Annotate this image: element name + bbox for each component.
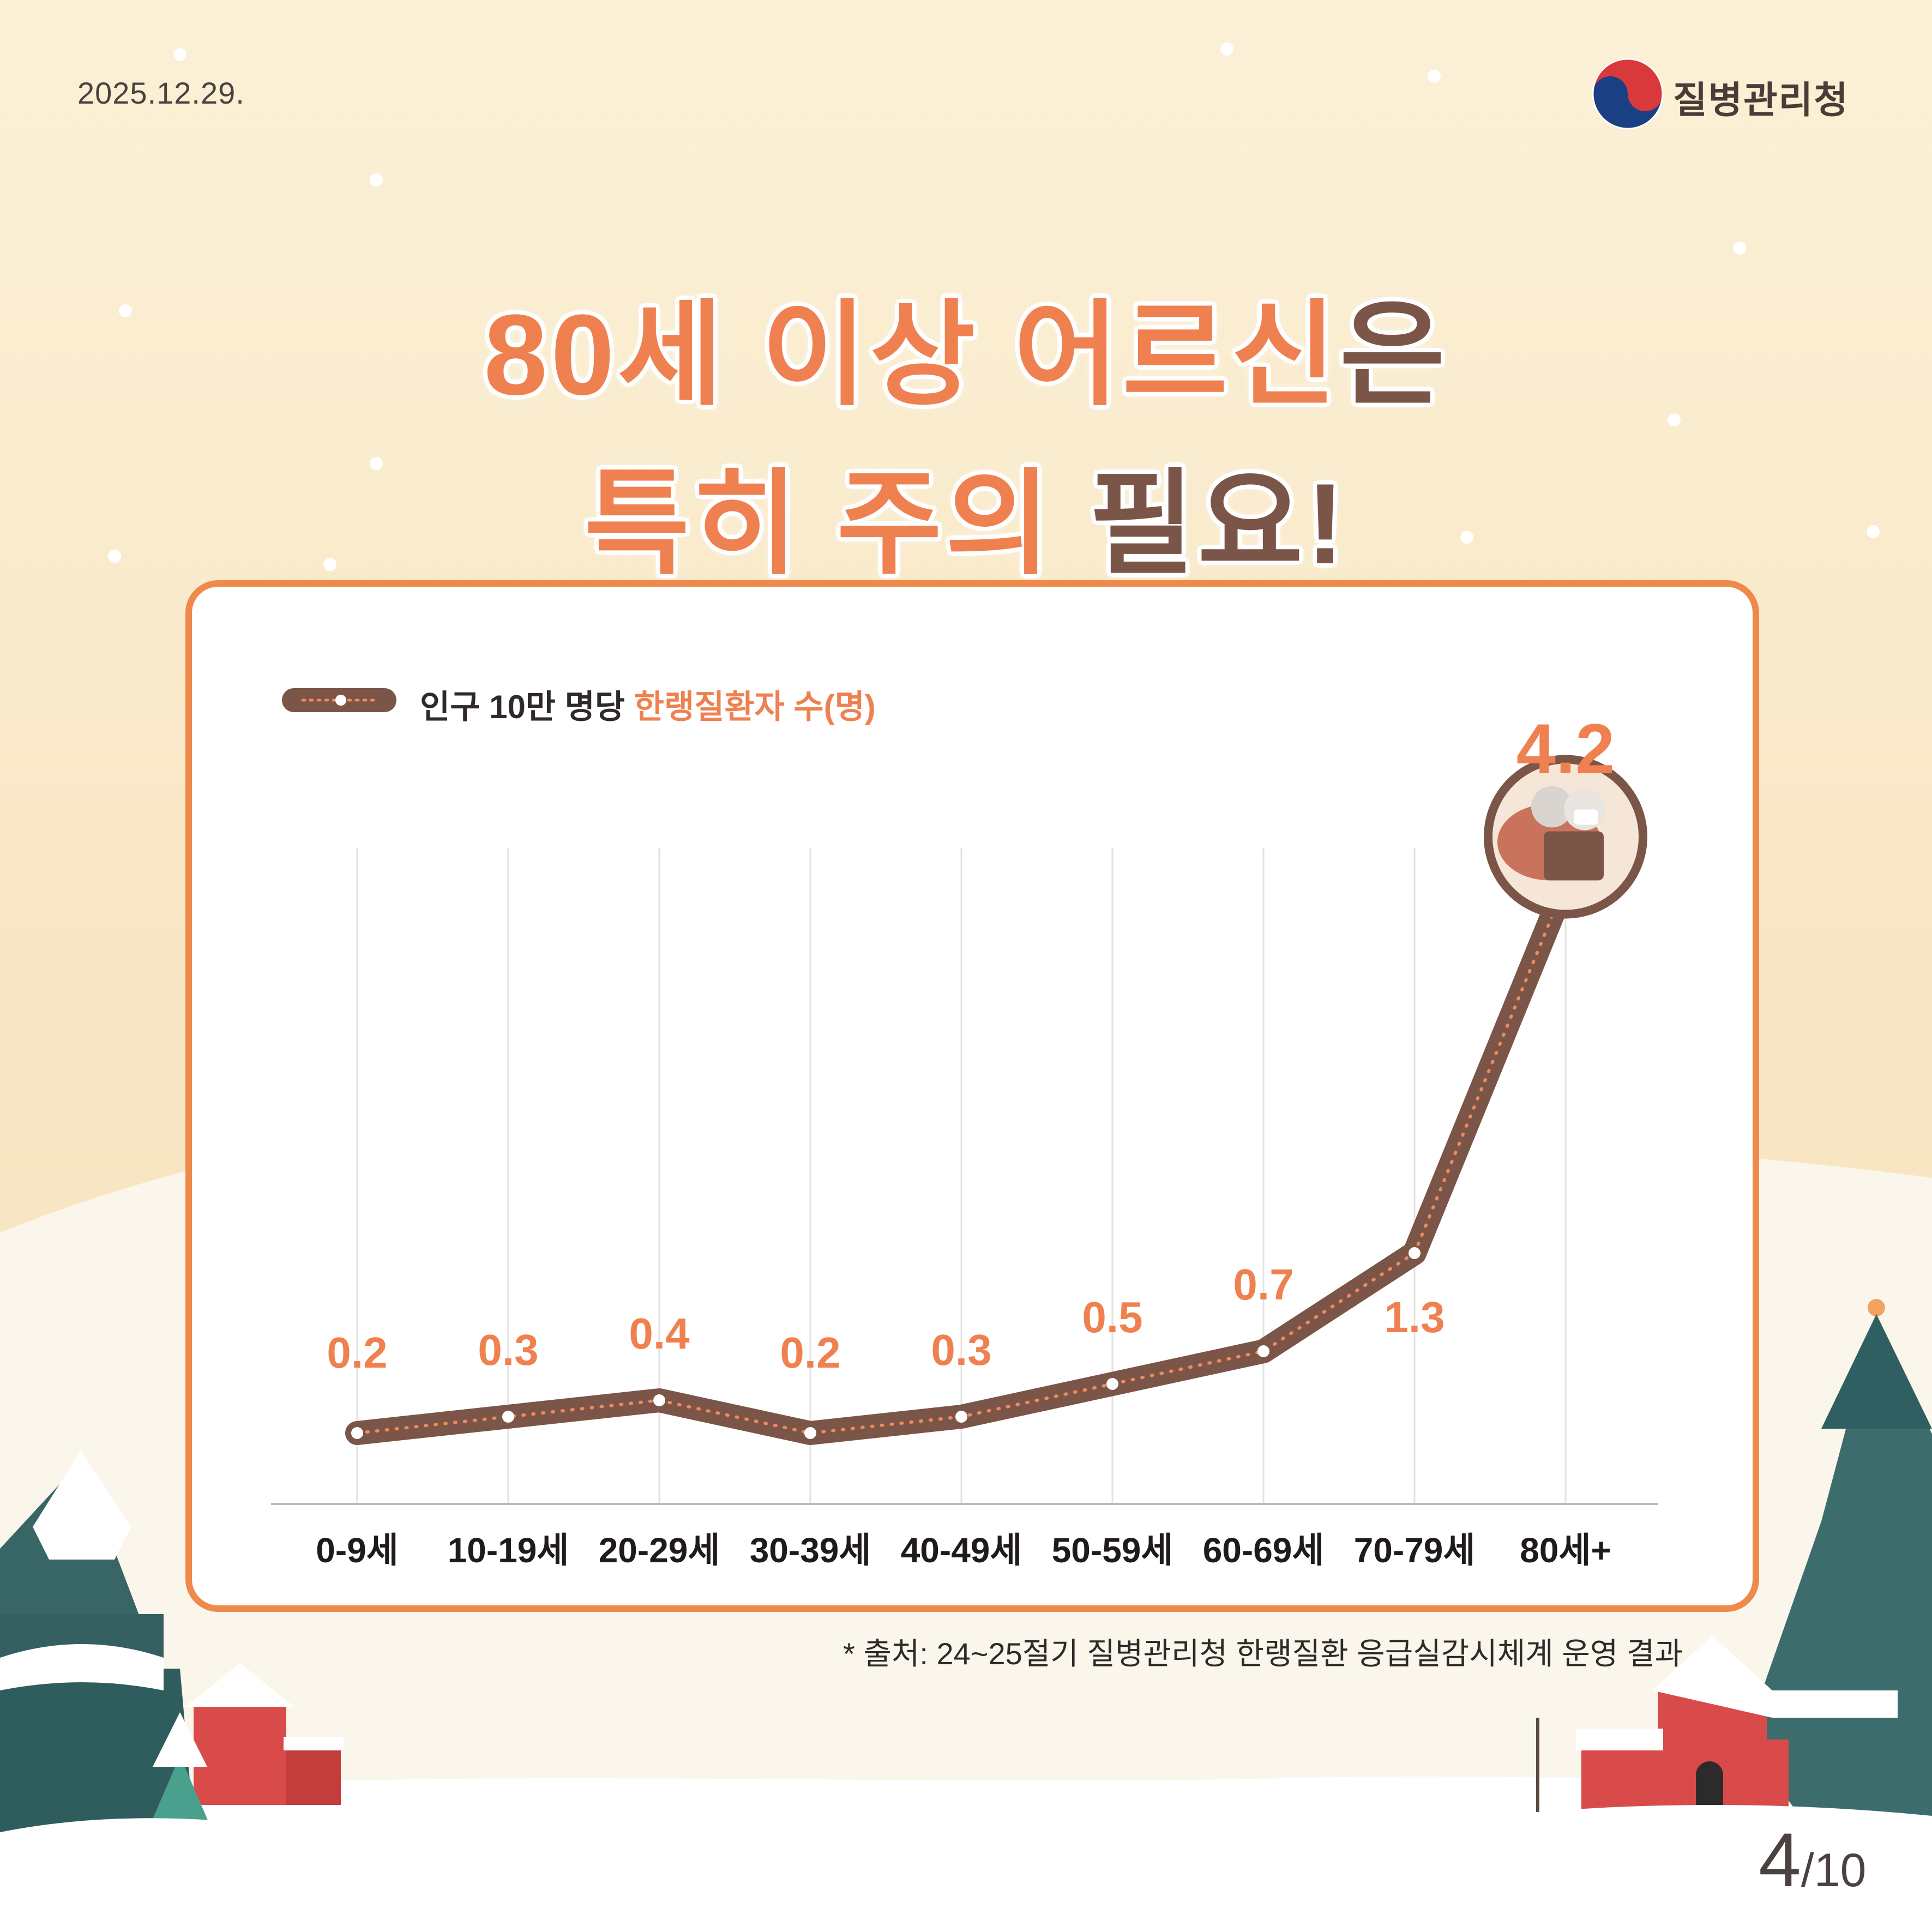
data-label: 0.7 bbox=[1233, 1260, 1293, 1309]
data-point bbox=[502, 1411, 514, 1423]
x-tick-label: 20-29세 bbox=[599, 1531, 720, 1570]
headline-2-segment-1: 필요! bbox=[1089, 460, 1348, 588]
x-tick-label: 10-19세 bbox=[448, 1531, 569, 1570]
winter-scene-left bbox=[0, 1450, 382, 1932]
legend-line-marker bbox=[282, 688, 396, 712]
x-tick-label: 60-69세 bbox=[1203, 1531, 1325, 1570]
source-note: * 출처: 24~25절기 질병관리청 한랭질환 응급실감시체계 운영 결과 bbox=[843, 1636, 1683, 1671]
winter-scene-right bbox=[1494, 1299, 1932, 1932]
data-point bbox=[804, 1427, 816, 1439]
headline-line-2: 특히 주의 필요! bbox=[0, 431, 1932, 597]
page-indicator: 4/10 bbox=[1759, 1816, 1866, 1904]
government-emblem-icon bbox=[1592, 58, 1664, 130]
page-total: /10 bbox=[1801, 1844, 1867, 1897]
data-label: 0.2 bbox=[780, 1328, 840, 1377]
elderly-couple-icon-head-1 bbox=[1531, 786, 1573, 828]
data-label: 0.5 bbox=[1082, 1293, 1142, 1341]
x-tick-label: 30-39세 bbox=[750, 1531, 871, 1570]
chart-panel bbox=[185, 580, 1759, 1612]
data-label: 1.3 bbox=[1384, 1293, 1445, 1341]
headline-1-segment-1: 은 bbox=[1339, 291, 1448, 419]
elderly-couple-icon-mask bbox=[1574, 809, 1598, 825]
snowflakes-decoration bbox=[108, 43, 1880, 571]
agency-name: 질병관리청 bbox=[1673, 80, 1849, 121]
x-tick-label: 80세+ bbox=[1520, 1531, 1611, 1570]
data-point bbox=[351, 1427, 363, 1439]
data-label: 0.2 bbox=[327, 1328, 387, 1377]
data-label: 4.2 bbox=[1516, 709, 1615, 789]
x-tick-label: 40-49세 bbox=[901, 1531, 1022, 1570]
legend-prefix: 인구 10만 명당 bbox=[420, 689, 634, 725]
legend-highlight: 한랭질환자 수(명) bbox=[634, 689, 876, 725]
date-label: 2025.12.29. bbox=[77, 76, 245, 110]
data-label: 0.3 bbox=[931, 1326, 991, 1374]
x-tick-label: 0-9세 bbox=[316, 1531, 398, 1570]
x-tick-label: 70-79세 bbox=[1354, 1531, 1476, 1570]
headline-1-segment-0: 80세 이상 어르신 bbox=[484, 291, 1340, 419]
data-label: 0.4 bbox=[629, 1309, 690, 1358]
headline-2-segment-0: 특히 주의 bbox=[584, 460, 1090, 588]
elderly-couple-icon-blanket bbox=[1544, 831, 1604, 881]
headline-line-1: 80세 이상 어르신은 bbox=[0, 262, 1932, 428]
page-current: 4 bbox=[1759, 1817, 1801, 1903]
x-tick-label: 50-59세 bbox=[1052, 1531, 1173, 1570]
data-point bbox=[955, 1411, 967, 1423]
data-point bbox=[1106, 1378, 1118, 1390]
data-point bbox=[1409, 1247, 1421, 1259]
data-point bbox=[653, 1394, 665, 1406]
legend-label: 인구 10만 명당 한랭질환자 수(명) bbox=[420, 681, 876, 728]
data-point bbox=[1257, 1345, 1269, 1357]
data-label: 0.3 bbox=[478, 1326, 538, 1374]
